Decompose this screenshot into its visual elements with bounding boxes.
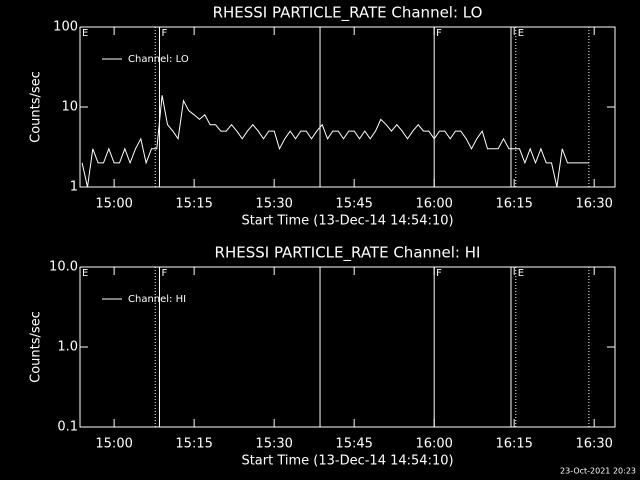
chart-title: RHESSI PARTICLE_RATE Channel: LO [213, 4, 483, 23]
y-tick-label: 10.0 [49, 260, 78, 275]
x-tick-label: 15:00 [95, 197, 132, 212]
y-tick-label: 0.1 [57, 420, 78, 435]
x-tick-label: 16:30 [575, 197, 612, 212]
x-tick-label: 16:15 [495, 197, 532, 212]
legend-label: Channel: HI [128, 294, 186, 305]
flag-label: F [161, 28, 167, 39]
x-tick-label: 15:30 [255, 437, 292, 452]
flag-label: E [82, 28, 88, 39]
x-tick-label: 15:45 [335, 197, 372, 212]
y-axis-label: Counts/sec [29, 71, 44, 143]
x-tick-label: 16:00 [415, 437, 452, 452]
x-tick-label: 15:15 [175, 197, 212, 212]
x-axis-label: Start Time (13-Dec-14 14:54:10) [241, 454, 453, 469]
plot-frame [79, 26, 616, 188]
y-tick-label: 1.0 [57, 340, 78, 355]
flag-label: F [436, 268, 442, 279]
x-tick-label: 16:15 [495, 437, 532, 452]
x-tick-label: 15:00 [95, 437, 132, 452]
data-line [81, 95, 589, 188]
chart-title: RHESSI PARTICLE_RATE Channel: HI [215, 244, 481, 263]
flag-label: E [518, 28, 524, 39]
footer: 23-Oct-2021 20:23 [560, 467, 636, 476]
flag-label: E [518, 268, 524, 279]
x-axis-label: Start Time (13-Dec-14 14:54:10) [241, 214, 453, 229]
flag-label: E [82, 268, 88, 279]
x-tick-label: 16:00 [415, 197, 452, 212]
y-tick-label: 10 [61, 100, 78, 115]
x-tick-label: 15:30 [255, 197, 292, 212]
flag-label: F [436, 28, 442, 39]
x-tick-label: 16:30 [575, 437, 612, 452]
plot-frame [79, 266, 616, 428]
y-tick-label: 100 [53, 20, 78, 35]
x-tick-label: 15:45 [335, 437, 372, 452]
y-axis-label: Counts/sec [29, 311, 44, 383]
legend-label: Channel: LO [128, 54, 189, 65]
flag-label: F [161, 268, 167, 279]
y-tick-label: 1 [70, 180, 78, 195]
x-tick-label: 15:15 [175, 437, 212, 452]
